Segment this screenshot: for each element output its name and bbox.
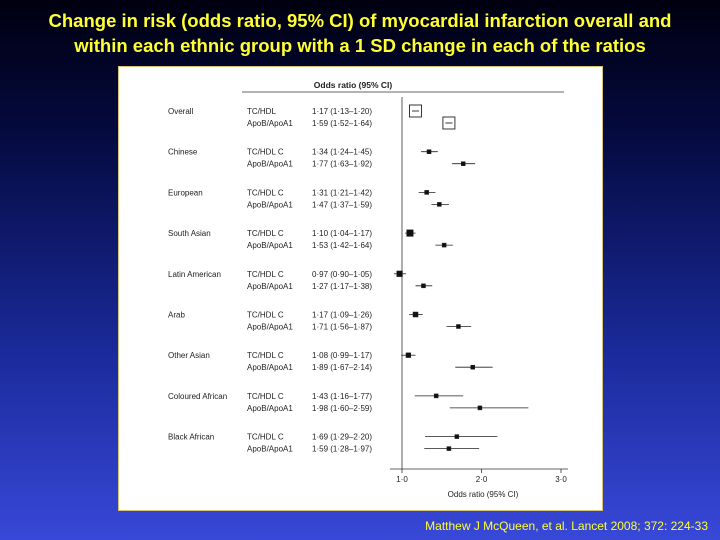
plot-header: Odds ratio (95% CI) bbox=[314, 80, 393, 90]
ci-text-latin-american-tc-hdl: 0·97 (0·90–1·05) bbox=[312, 270, 372, 279]
ratio-label-latin-american-apob-apoa1: ApoB/ApoA1 bbox=[247, 282, 293, 291]
point-estimate-chinese-tc-hdl bbox=[426, 149, 432, 154]
ratio-label-other-asian-tc-hdl: TC/HDL C bbox=[247, 351, 284, 360]
group-label-latin-american: Latin American bbox=[168, 270, 221, 279]
group-label-chinese: Chinese bbox=[168, 148, 198, 157]
ci-text-other-asian-tc-hdl: 1·08 (0·99–1·17) bbox=[312, 351, 372, 360]
ci-text-latin-american-apob-apoa1: 1·27 (1·17–1·38) bbox=[312, 282, 372, 291]
point-estimate-coloured-african-apob-apoa1 bbox=[477, 405, 483, 411]
group-label-south-asian: South Asian bbox=[168, 229, 211, 238]
ci-text-black-african-tc-hdl: 1·69 (1·29–2·20) bbox=[312, 433, 372, 442]
x-tick-label-1: 1·0 bbox=[396, 475, 408, 484]
point-estimate-black-african-apob-apoa1 bbox=[446, 446, 452, 451]
ratio-label-overall-apob-apoa1: ApoB/ApoA1 bbox=[247, 119, 293, 128]
ratio-label-chinese-tc-hdl: TC/HDL C bbox=[247, 148, 284, 157]
ci-text-chinese-apob-apoa1: 1·77 (1·63–1·92) bbox=[312, 160, 372, 169]
ratio-label-coloured-african-tc-hdl: TC/HDL C bbox=[247, 392, 284, 401]
group-label-coloured-african: Coloured African bbox=[168, 392, 227, 401]
ci-text-coloured-african-tc-hdl: 1·43 (1·16–1·77) bbox=[312, 392, 372, 401]
ci-text-arab-tc-hdl: 1·17 (1·09–1·26) bbox=[312, 311, 372, 320]
x-tick-label-3: 3·0 bbox=[555, 475, 567, 484]
group-label-arab: Arab bbox=[168, 311, 185, 320]
ci-text-coloured-african-apob-apoa1: 1·98 (1·60–2·59) bbox=[312, 404, 372, 413]
ratio-label-overall-tc-hdl: TC/HDL bbox=[247, 107, 276, 116]
forest-plot-panel: Odds ratio (95% CI) Overall TC/HDL 1·17 (1… bbox=[118, 66, 603, 511]
ratio-label-european-apob-apoa1: ApoB/ApoA1 bbox=[247, 200, 293, 209]
point-estimate-arab-apob-apoa1 bbox=[456, 324, 461, 329]
group-label-black-african: Black African bbox=[168, 433, 214, 442]
ratio-label-coloured-african-apob-apoa1: ApoB/ApoA1 bbox=[247, 404, 293, 413]
ratio-label-arab-apob-apoa1: ApoB/ApoA1 bbox=[247, 323, 293, 332]
point-estimate-european-tc-hdl bbox=[424, 190, 429, 195]
point-estimate-south-asian-tc-hdl bbox=[406, 229, 414, 237]
ratio-label-european-tc-hdl: TC/HDL C bbox=[247, 188, 284, 197]
forest-plot: Odds ratio (95% CI) Overall TC/HDL 1·17 (1… bbox=[168, 80, 568, 499]
group-label-european: European bbox=[168, 188, 203, 197]
point-estimate-chinese-apob-apoa1 bbox=[460, 161, 466, 166]
ci-text-other-asian-apob-apoa1: 1·89 (1·67–2·14) bbox=[312, 363, 372, 372]
ratio-label-latin-american-tc-hdl: TC/HDL C bbox=[247, 270, 284, 279]
point-estimate-black-african-tc-hdl bbox=[454, 434, 460, 439]
forest-rows: Overall TC/HDL 1·17 (1·13–1·20) ApoB/ApoA1 1… bbox=[168, 97, 529, 469]
x-tick-label-2: 2·0 bbox=[476, 475, 488, 484]
ci-text-european-apob-apoa1: 1·47 (1·37–1·59) bbox=[312, 200, 372, 209]
point-estimate-south-asian-apob-apoa1 bbox=[441, 242, 447, 248]
point-estimate-arab-tc-hdl bbox=[412, 311, 419, 318]
x-axis-ticks: 1·0 2·0 3·0 bbox=[396, 469, 567, 484]
ci-text-overall-apob-apoa1: 1·59 (1·52–1·64) bbox=[312, 119, 372, 128]
ci-text-black-african-apob-apoa1: 1·59 (1·28–1·97) bbox=[312, 445, 372, 454]
point-estimate-latin-american-tc-hdl bbox=[396, 270, 403, 277]
slide-title-line-1: Change in risk (odds ratio, 95% CI) of m… bbox=[48, 10, 672, 31]
group-label-other-asian: Other Asian bbox=[168, 351, 210, 360]
ratio-label-chinese-apob-apoa1: ApoB/ApoA1 bbox=[247, 160, 293, 169]
ratio-label-black-african-tc-hdl: TC/HDL C bbox=[247, 433, 284, 442]
ci-text-south-asian-tc-hdl: 1·10 (1·04–1·17) bbox=[312, 229, 372, 238]
x-axis-label: Odds ratio (95% CI) bbox=[448, 490, 519, 499]
ci-text-chinese-tc-hdl: 1·34 (1·24–1·45) bbox=[312, 148, 372, 157]
point-estimate-coloured-african-tc-hdl bbox=[433, 393, 439, 399]
slide-title: Change in risk (odds ratio, 95% CI) of m… bbox=[0, 8, 720, 58]
ci-text-arab-apob-apoa1: 1·71 (1·56–1·87) bbox=[312, 323, 372, 332]
slide-title-line-2: within each ethnic group with a 1 SD cha… bbox=[74, 35, 646, 56]
citation: Matthew J McQueen, et al. Lancet 2008; 3… bbox=[425, 519, 708, 533]
ci-text-south-asian-apob-apoa1: 1·53 (1·42–1·64) bbox=[312, 241, 372, 250]
point-estimate-other-asian-apob-apoa1 bbox=[470, 364, 476, 370]
ratio-label-black-african-apob-apoa1: ApoB/ApoA1 bbox=[247, 445, 293, 454]
point-estimate-other-asian-tc-hdl bbox=[405, 352, 411, 358]
ratio-label-south-asian-tc-hdl: TC/HDL C bbox=[247, 229, 284, 238]
point-estimate-latin-american-apob-apoa1 bbox=[421, 283, 426, 289]
point-estimate-european-apob-apoa1 bbox=[437, 202, 442, 207]
ci-text-overall-tc-hdl: 1·17 (1·13–1·20) bbox=[312, 107, 372, 116]
ci-text-european-tc-hdl: 1·31 (1·21–1·42) bbox=[312, 188, 372, 197]
group-label-overall: Overall bbox=[168, 107, 194, 116]
ratio-label-other-asian-apob-apoa1: ApoB/ApoA1 bbox=[247, 363, 293, 372]
ratio-label-south-asian-apob-apoa1: ApoB/ApoA1 bbox=[247, 241, 293, 250]
ratio-label-arab-tc-hdl: TC/HDL C bbox=[247, 311, 284, 320]
